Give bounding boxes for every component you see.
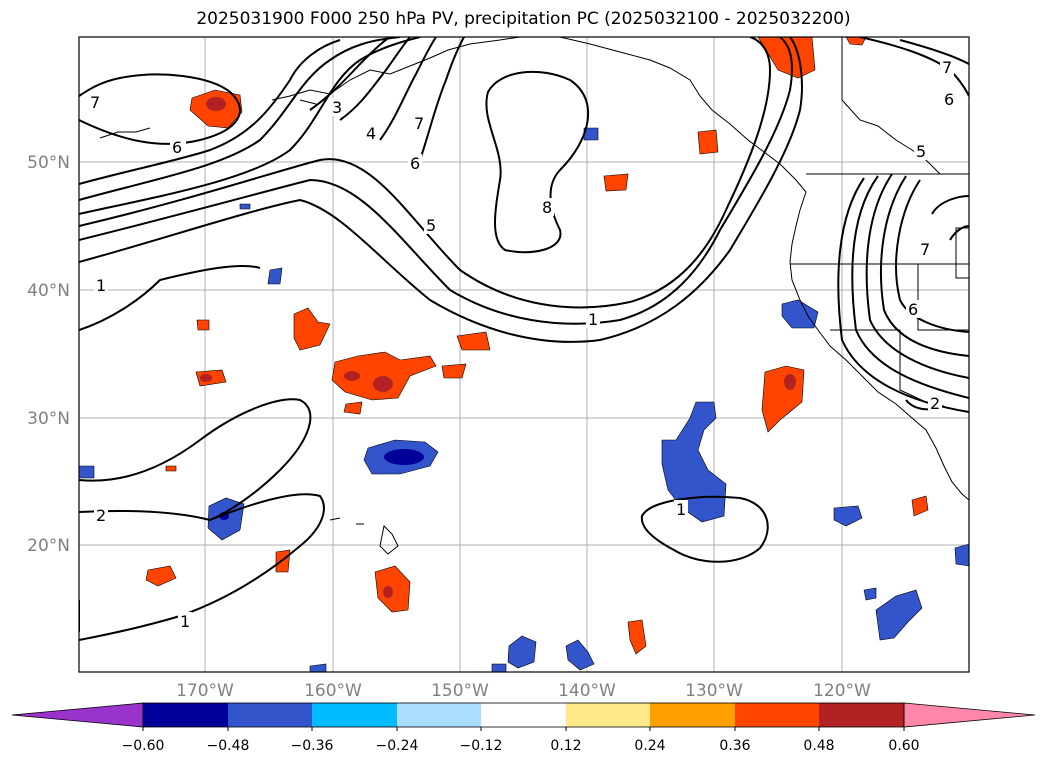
contour-label: 2 (96, 506, 106, 525)
map-title: 2025031900 F000 250 hPa PV, precipitatio… (196, 9, 851, 29)
colorbar-tick-label: 0.24 (634, 738, 665, 754)
contour-label: 7 (90, 93, 100, 112)
contour-label: 3 (332, 98, 342, 117)
colorbar-extend-min (11, 702, 144, 728)
colorbar-tick-label: 0.36 (719, 738, 750, 754)
colorbar-tick-labels: −0.60 −0.48 −0.36 −0.24 −0.12 0.12 0.24 … (122, 738, 920, 754)
contour-label: 1 (180, 612, 190, 631)
lon-label: 160°W (304, 681, 362, 701)
map-panel: 7 6 3 4 7 6 5 8 1 1 7 6 5 7 (79, 37, 969, 672)
colorbar-segment (735, 703, 819, 727)
contour-label: 5 (916, 142, 926, 161)
colorbar-tick-label: −0.48 (207, 738, 250, 754)
coastlines (99, 37, 969, 555)
contour-label: 2 (930, 394, 940, 413)
colorbar-tick-label: −0.24 (376, 738, 419, 754)
contour-label: 8 (542, 198, 552, 217)
colorbar-segment (143, 703, 228, 727)
contour-label: 6 (944, 90, 954, 109)
lon-label: 170°W (176, 681, 234, 701)
lat-label: 30°N (27, 409, 70, 429)
lon-label: 150°W (431, 681, 489, 701)
lon-label: 120°W (813, 681, 871, 701)
colorbar-tick-label: −0.36 (291, 738, 334, 754)
contour-label: 6 (172, 138, 182, 157)
contour-labels: 7 6 3 4 7 6 5 8 1 1 7 6 5 7 (88, 58, 956, 631)
colorbar-segment (312, 703, 397, 727)
contour-label: 4 (366, 124, 376, 143)
lat-label: 20°N (27, 536, 70, 556)
contour-label: 6 (410, 154, 420, 173)
contour-label: 7 (942, 58, 952, 77)
colorbar-segment (650, 703, 735, 727)
lat-label: 40°N (27, 281, 70, 301)
colorbar-segment (819, 703, 904, 727)
contour-label: 6 (908, 300, 918, 319)
colorbar-segment (481, 703, 566, 727)
colorbar-segment (397, 703, 481, 727)
contour-label: 1 (676, 500, 686, 519)
contour-label: 1 (588, 310, 598, 329)
contour-label: 7 (414, 114, 424, 133)
latitude-labels: 50°N 40°N 30°N 20°N (27, 153, 70, 556)
map-border (78, 36, 970, 673)
colorbar-segment (228, 703, 312, 727)
contour-label: 7 (920, 240, 930, 259)
colorbar-tick-label: −0.12 (460, 738, 503, 754)
precip-positive-patches (145, 37, 929, 655)
precip-negative-patches (79, 127, 969, 672)
colorbar-segment (566, 703, 650, 727)
precip-positive-cores (200, 97, 796, 598)
colorbar-tick-label: 0.12 (550, 738, 581, 754)
contour-label: 1 (96, 276, 106, 295)
colorbar-extend-max (903, 702, 1036, 728)
lon-label: 140°W (558, 681, 616, 701)
colorbar-tick-label: −0.60 (122, 738, 165, 754)
lon-label: 130°W (685, 681, 743, 701)
pv-contours (79, 37, 969, 641)
colorbar: −0.60 −0.48 −0.36 −0.24 −0.12 0.12 0.24 … (11, 702, 1036, 754)
colorbar-tick-label: 0.48 (803, 738, 834, 754)
colorbar-tick-label: 0.60 (888, 738, 919, 754)
lat-label: 50°N (27, 153, 70, 173)
longitude-labels: 170°W 160°W 150°W 140°W 130°W 120°W (176, 681, 871, 701)
contour-label: 5 (426, 216, 436, 235)
